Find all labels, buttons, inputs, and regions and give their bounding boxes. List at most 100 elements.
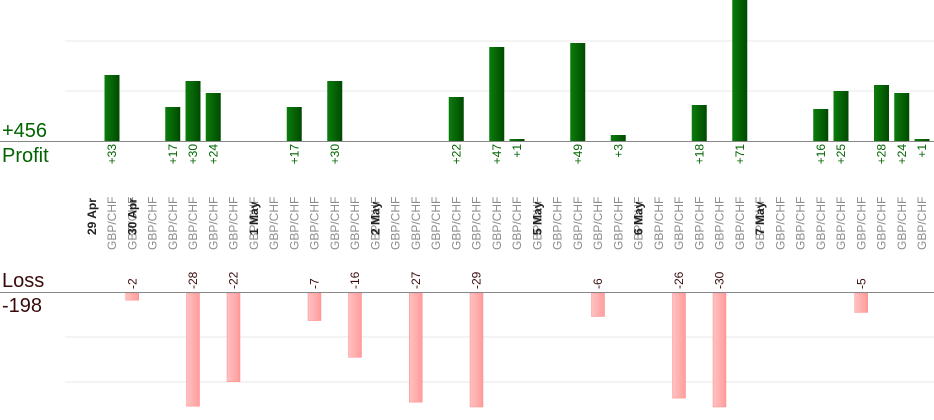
profit-value-label: +22 <box>449 144 463 165</box>
pair-tick-label: GBP/CHF <box>591 197 605 250</box>
pair-tick-label: GBP/CHF <box>409 197 423 250</box>
pair-tick-label: GBP/CHF <box>713 197 727 250</box>
pair-tick-label: GBP/CHF <box>186 197 200 250</box>
pair-tick-label: GBP/CHF <box>652 197 666 250</box>
profit-value-label: +25 <box>834 144 848 165</box>
pair-tick-label: GBP/CHF <box>895 197 909 250</box>
pair-tick-label: GBP/CHF <box>632 197 646 250</box>
profit-value-label: +33 <box>105 144 119 165</box>
loss-bar <box>186 292 200 407</box>
pair-tick-label: GBP/CHF <box>368 197 382 250</box>
profit-bar <box>732 0 748 141</box>
pair-tick-label: GBP/CHF <box>247 197 261 250</box>
profit-value-label: +17 <box>166 144 180 165</box>
profit-value-label: +24 <box>895 144 909 165</box>
pair-tick-label: GBP/CHF <box>490 197 504 250</box>
date-tick-label: 1 May <box>247 201 261 235</box>
pair-tick-label: GBP/CHF <box>753 197 767 250</box>
profit-value-label: +24 <box>206 144 220 165</box>
loss-bar <box>712 292 727 408</box>
profit-bar <box>205 93 221 141</box>
date-tick-label: 6 May <box>632 201 646 235</box>
date-tick-label: 5 May <box>530 201 544 235</box>
loss-bar <box>854 292 868 313</box>
profit-bar <box>914 139 930 141</box>
pair-tick-label: GBP/CHF <box>146 197 160 250</box>
pair-tick-label: GBP/CHF <box>287 197 301 250</box>
loss-bar <box>307 292 322 321</box>
loss-value-label: -29 <box>470 271 484 289</box>
profit-bar <box>610 135 626 141</box>
bars <box>104 0 930 408</box>
date-tick-label: 30 Apr <box>125 198 139 235</box>
pair-tick-label: GBP/CHF <box>389 197 403 250</box>
pair-tick-label: GBP/CHF <box>611 197 625 250</box>
loss-bar <box>672 292 686 399</box>
loss-value-label: -6 <box>591 278 605 289</box>
pair-tick-label: GBP/CHF <box>267 197 281 250</box>
profit-bar <box>894 93 910 141</box>
profit-bar <box>813 109 829 141</box>
profit-value-label: +18 <box>692 144 706 165</box>
pair-tick-label: GBP/CHF <box>875 197 889 250</box>
pair-tick-label: GBP/CHF <box>854 197 868 250</box>
profit-value-label: +17 <box>287 144 301 165</box>
pair-tick-label: GBP/CHF <box>834 197 848 250</box>
pair-tick-label: GBP/CHF <box>794 197 808 250</box>
pair-tick-label: GBP/CHF <box>105 197 119 250</box>
pair-tick-label: GBP/CHF <box>510 197 524 250</box>
profit-total: +456 <box>2 120 48 142</box>
axes <box>0 141 934 293</box>
pair-tick-label: GBP/CHF <box>308 197 322 250</box>
loss-value-label: -5 <box>854 278 868 289</box>
pair-tick-label: GBP/CHF <box>125 197 139 250</box>
loss-value-label: -30 <box>713 271 727 289</box>
profit-value-label: +30 <box>328 144 342 165</box>
profit-label: Profit <box>2 145 49 167</box>
gridlines <box>65 40 934 383</box>
pair-tick-label: GBP/CHF <box>773 197 787 250</box>
loss-value-label: -27 <box>409 271 423 289</box>
pair-tick-label: GBP/CHF <box>692 197 706 250</box>
profit-value-label: +1 <box>915 144 929 158</box>
loss-value-label: -7 <box>308 278 322 289</box>
pair-tick-label: GBP/CHF <box>429 197 443 250</box>
profit-bar <box>448 97 464 141</box>
profit-bar <box>327 81 343 141</box>
pair-tick-label: GBP/CHF <box>814 197 828 250</box>
pair-tick-label: GBP/CHF <box>915 197 929 250</box>
pair-tick-label: GBP/CHF <box>166 197 180 250</box>
pair-tick-label: GBP/CHF <box>470 197 484 250</box>
loss-value-label: -16 <box>348 271 362 289</box>
pair-tick-label: GBP/CHF <box>530 197 544 250</box>
profit-value-label: +49 <box>571 144 585 165</box>
date-tick-label: 7 May <box>753 201 767 235</box>
loss-total: -198 <box>2 295 43 317</box>
profit-bar <box>286 107 302 141</box>
pair-tick-label: GBP/CHF <box>571 197 585 250</box>
profit-value-label: +16 <box>814 144 828 165</box>
pair-tick-label: GBP/CHF <box>672 197 686 250</box>
loss-bar <box>125 292 139 301</box>
profit-bar <box>489 47 505 141</box>
loss-value-label: -22 <box>227 271 241 289</box>
profit-value-label: +1 <box>510 144 524 158</box>
profit-value-label: +3 <box>611 144 625 158</box>
loss-bar <box>591 292 605 317</box>
profit-bar <box>874 85 889 141</box>
loss-bar <box>409 292 423 403</box>
loss-value-label: -28 <box>186 271 200 289</box>
profit-bar <box>185 81 201 141</box>
profit-bar <box>691 105 707 141</box>
date-tick-label: 2 May <box>368 201 382 235</box>
pair-tick-label: GBP/CHF <box>348 197 362 250</box>
profit-bar <box>165 107 181 141</box>
profit-bar <box>570 43 586 141</box>
profit-bar <box>104 75 120 141</box>
profit-value-label: +28 <box>875 144 889 165</box>
pair-tick-label: GBP/CHF <box>733 197 747 250</box>
pair-tick-label: GBP/CHF <box>206 197 220 250</box>
profit-bar <box>833 91 849 141</box>
